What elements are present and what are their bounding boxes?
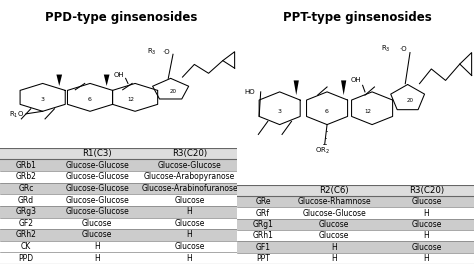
- Text: H: H: [187, 230, 192, 239]
- Text: PPD-type ginsenosides: PPD-type ginsenosides: [45, 11, 197, 24]
- Text: H: H: [331, 254, 337, 263]
- Text: Glucose: Glucose: [174, 242, 205, 251]
- Polygon shape: [341, 81, 346, 95]
- Bar: [237, 185, 474, 196]
- Text: GRg3: GRg3: [16, 207, 36, 216]
- Text: 6: 6: [88, 97, 92, 102]
- Bar: [0, 229, 237, 241]
- Text: H: H: [424, 231, 429, 240]
- Text: Glucose-Glucose: Glucose-Glucose: [65, 196, 129, 205]
- Text: Glucose: Glucose: [319, 231, 349, 240]
- Text: GRb2: GRb2: [16, 172, 36, 181]
- Text: OH: OH: [113, 72, 124, 78]
- Text: Glucose: Glucose: [411, 243, 442, 252]
- Text: Glucose: Glucose: [319, 220, 349, 229]
- Text: R3(C20): R3(C20): [172, 149, 207, 158]
- Text: 3: 3: [278, 109, 282, 114]
- Text: GF2: GF2: [18, 219, 34, 228]
- Bar: [237, 196, 474, 208]
- Text: GRg1: GRg1: [253, 220, 273, 229]
- Text: CK: CK: [21, 242, 31, 251]
- Text: OH: OH: [350, 77, 361, 83]
- Text: ·O: ·O: [399, 46, 407, 52]
- Text: GRb1: GRb1: [16, 161, 36, 170]
- Polygon shape: [294, 81, 299, 95]
- Bar: [0, 148, 237, 159]
- Text: GF1: GF1: [255, 243, 271, 252]
- Bar: [0, 183, 237, 194]
- Text: HO: HO: [244, 89, 255, 95]
- Bar: [237, 241, 474, 253]
- Text: R3(C20): R3(C20): [409, 186, 444, 195]
- Text: Glucose-Glucose: Glucose-Glucose: [65, 172, 129, 181]
- Text: R2(C6): R2(C6): [319, 186, 349, 195]
- Text: H: H: [424, 254, 429, 263]
- Bar: [0, 159, 237, 171]
- Bar: [237, 219, 474, 230]
- Polygon shape: [56, 74, 62, 86]
- Text: Glucose: Glucose: [174, 219, 205, 228]
- Text: PPD: PPD: [18, 254, 34, 263]
- Text: Glucose: Glucose: [174, 196, 205, 205]
- Text: R$_3$: R$_3$: [147, 47, 156, 57]
- Text: R1(C3): R1(C3): [82, 149, 112, 158]
- Text: H: H: [331, 243, 337, 252]
- Text: PPT: PPT: [256, 254, 270, 263]
- Text: 12: 12: [364, 109, 371, 114]
- Text: OR$_2$: OR$_2$: [315, 146, 330, 156]
- Text: Glucose-Arabinofuranose: Glucose-Arabinofuranose: [141, 184, 238, 193]
- Text: H: H: [187, 254, 192, 263]
- Text: 3: 3: [41, 97, 45, 102]
- Text: Glucose: Glucose: [82, 230, 112, 239]
- Text: R$_1$O: R$_1$O: [9, 110, 25, 120]
- Text: Glucose-Rhamnose: Glucose-Rhamnose: [297, 197, 371, 206]
- Text: Glucose: Glucose: [82, 219, 112, 228]
- Text: Glucose-Glucose: Glucose-Glucose: [65, 184, 129, 193]
- Text: PPT-type ginsenosides: PPT-type ginsenosides: [283, 11, 432, 24]
- Text: H: H: [187, 207, 192, 216]
- Text: GRe: GRe: [255, 197, 271, 206]
- Text: GRh1: GRh1: [253, 231, 273, 240]
- Text: GRd: GRd: [18, 196, 34, 205]
- Text: Glucose-Glucose: Glucose-Glucose: [65, 207, 129, 216]
- Text: H: H: [94, 242, 100, 251]
- Text: ·O: ·O: [162, 49, 170, 55]
- Text: Glucose-Glucose: Glucose-Glucose: [158, 161, 221, 170]
- Text: GRc: GRc: [18, 184, 34, 193]
- Text: Glucose-Glucose: Glucose-Glucose: [302, 209, 366, 218]
- Text: 20: 20: [170, 88, 176, 93]
- Text: Glucose-Arabopyranose: Glucose-Arabopyranose: [144, 172, 235, 181]
- Bar: [0, 206, 237, 218]
- Text: 20: 20: [407, 98, 413, 102]
- Text: R$_3$: R$_3$: [382, 44, 391, 54]
- Text: 12: 12: [127, 97, 134, 102]
- Text: Glucose: Glucose: [411, 197, 442, 206]
- Text: H: H: [94, 254, 100, 263]
- Text: 6: 6: [325, 109, 329, 114]
- Text: Glucose: Glucose: [411, 220, 442, 229]
- Polygon shape: [104, 74, 109, 86]
- Text: Glucose-Glucose: Glucose-Glucose: [65, 161, 129, 170]
- Text: GRf: GRf: [256, 209, 270, 218]
- Text: GRh2: GRh2: [16, 230, 36, 239]
- Text: H: H: [424, 209, 429, 218]
